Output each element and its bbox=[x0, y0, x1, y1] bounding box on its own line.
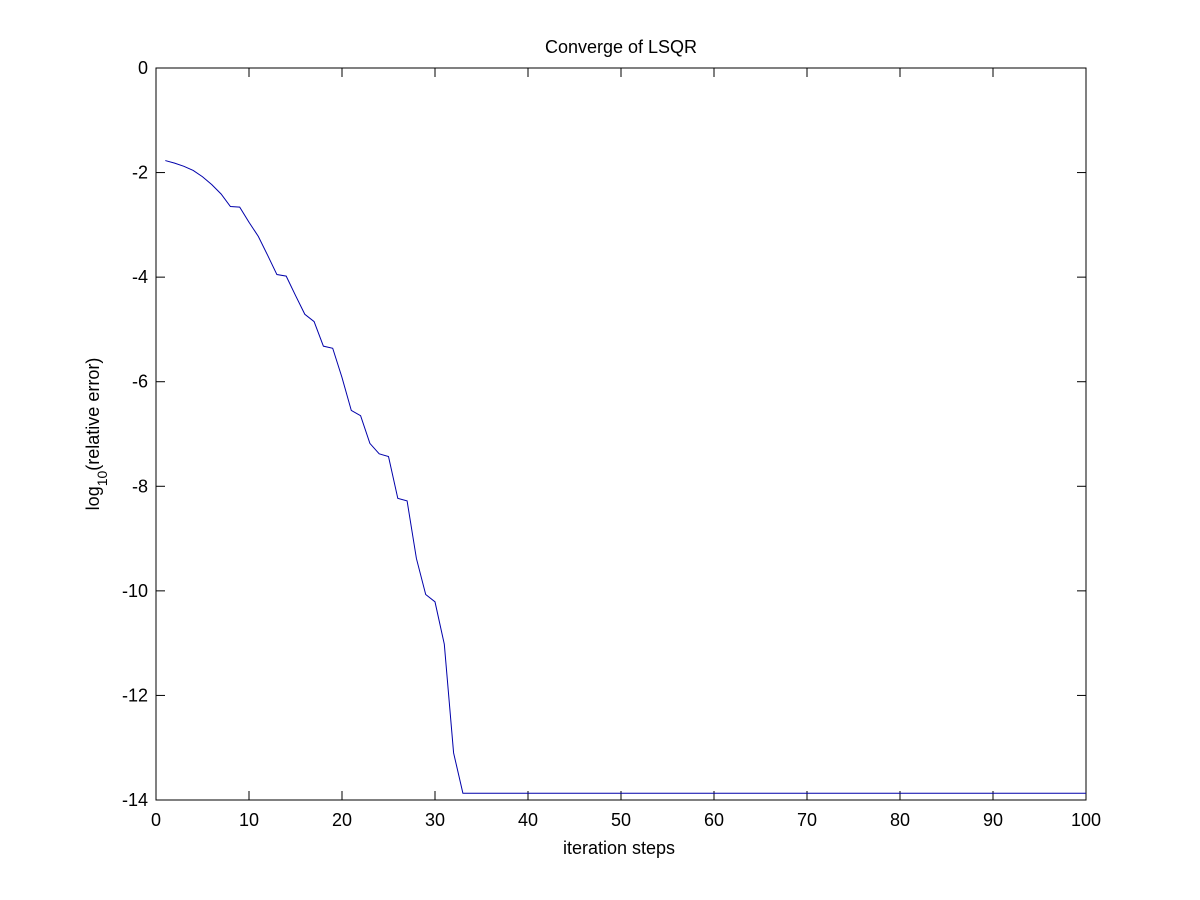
x-axis-label: iteration steps bbox=[563, 838, 675, 858]
y-tick-label: -12 bbox=[122, 685, 148, 705]
x-tick-label: 20 bbox=[332, 810, 352, 830]
y-axis-label-subscript: 10 bbox=[94, 471, 110, 487]
x-tick-label: 80 bbox=[890, 810, 910, 830]
y-axis-label: log10(relative error) bbox=[83, 358, 110, 511]
y-axis-ticks: 0 -2 -4 -6 -8 -10 -12 -14 bbox=[122, 58, 1086, 810]
x-tick-label: 0 bbox=[151, 810, 161, 830]
x-axis-ticks: 0 10 20 30 40 50 60 70 80 90 100 bbox=[151, 68, 1101, 830]
y-axis-label-prefix: log bbox=[83, 486, 103, 510]
y-tick-label: -14 bbox=[122, 790, 148, 810]
series-line bbox=[165, 160, 1086, 794]
x-tick-label: 40 bbox=[518, 810, 538, 830]
y-tick-label: -8 bbox=[132, 476, 148, 496]
y-tick-label: -4 bbox=[132, 267, 148, 287]
y-tick-label: 0 bbox=[138, 58, 148, 78]
x-tick-label: 50 bbox=[611, 810, 631, 830]
y-tick-label: -2 bbox=[132, 163, 148, 183]
x-tick-label: 100 bbox=[1071, 810, 1101, 830]
y-axis-label-suffix: (relative error) bbox=[83, 358, 103, 471]
x-tick-label: 60 bbox=[704, 810, 724, 830]
chart-title: Converge of LSQR bbox=[545, 37, 697, 57]
x-tick-label: 10 bbox=[239, 810, 259, 830]
y-tick-label: -6 bbox=[132, 372, 148, 392]
x-tick-label: 90 bbox=[983, 810, 1003, 830]
x-tick-label: 70 bbox=[797, 810, 817, 830]
y-tick-label: -10 bbox=[122, 581, 148, 601]
x-tick-label: 30 bbox=[425, 810, 445, 830]
plot-area bbox=[155, 67, 1087, 801]
